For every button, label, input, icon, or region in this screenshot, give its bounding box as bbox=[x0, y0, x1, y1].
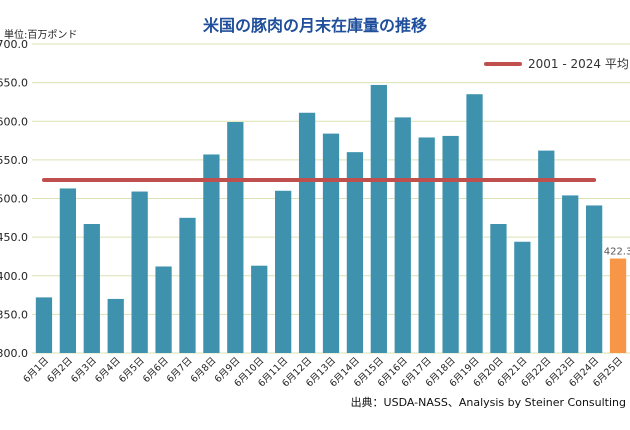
chart-title: 米国の豚肉の月末在庫量の推移 bbox=[203, 16, 427, 35]
last-bar-value-label: 422.3 bbox=[604, 247, 630, 258]
bar bbox=[298, 112, 316, 353]
y-tick-label: 500.0 bbox=[0, 193, 28, 206]
bar bbox=[275, 190, 292, 353]
y-tick-label: 700.0 bbox=[0, 38, 28, 51]
bar bbox=[203, 154, 220, 353]
bar bbox=[227, 122, 244, 354]
y-tick-label: 400.0 bbox=[0, 270, 28, 283]
bar bbox=[35, 297, 53, 353]
x-tick-label: 6月4日 bbox=[93, 355, 123, 385]
bar bbox=[322, 133, 340, 353]
y-tick-label: 300.0 bbox=[0, 347, 28, 360]
bar bbox=[562, 195, 579, 353]
bar bbox=[466, 94, 483, 354]
bars bbox=[35, 84, 627, 354]
x-tick-label: 6月2日 bbox=[45, 355, 75, 385]
source-note: 出典：USDA-NASS、Analysis by Steiner Consult… bbox=[351, 395, 626, 409]
bar bbox=[442, 135, 459, 353]
x-tick-label: 6月8日 bbox=[189, 355, 219, 385]
y-tick-label: 350.0 bbox=[0, 308, 28, 321]
y-tick-label: 550.0 bbox=[0, 154, 28, 167]
bar bbox=[418, 137, 435, 353]
x-tick-label: 6月3日 bbox=[69, 355, 99, 385]
bar bbox=[394, 117, 411, 353]
y-tick-label: 650.0 bbox=[0, 77, 28, 90]
x-tick-label: 6月5日 bbox=[117, 355, 147, 385]
bar bbox=[131, 191, 148, 353]
bar bbox=[370, 84, 387, 353]
x-tick-label: 6月7日 bbox=[165, 355, 195, 385]
unit-label: 単位:百万ポンド bbox=[4, 28, 77, 41]
bar bbox=[346, 152, 364, 353]
y-tick-label: 450.0 bbox=[0, 231, 28, 244]
x-axis-ticks: 6月1日6月2日6月3日6月4日6月5日6月6日6月7日6月8日6月9日6月10… bbox=[21, 355, 625, 389]
legend: 2001 - 2024 平均 bbox=[484, 57, 629, 71]
bar bbox=[179, 217, 196, 353]
bar-highlight bbox=[609, 258, 627, 353]
bar bbox=[585, 205, 603, 353]
x-tick-label: 6月6日 bbox=[141, 355, 171, 385]
bar bbox=[538, 150, 555, 353]
bar bbox=[155, 266, 172, 353]
bar bbox=[83, 223, 100, 353]
y-tick-label: 600.0 bbox=[0, 115, 28, 128]
y-axis-ticks: 300.0 350.0 400.0 450.0 500.0 550.0 600.0 650.0… bbox=[0, 38, 28, 360]
bar bbox=[251, 265, 268, 353]
bar bbox=[490, 223, 507, 353]
bar bbox=[514, 241, 531, 353]
bar bbox=[59, 188, 77, 353]
bar bbox=[107, 298, 124, 353]
legend-label-average: 2001 - 2024 平均 bbox=[528, 57, 629, 71]
